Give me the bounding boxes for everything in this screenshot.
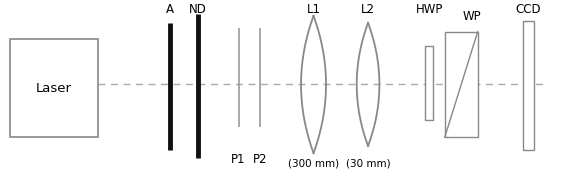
Text: A: A — [166, 3, 174, 16]
Text: L1: L1 — [307, 3, 320, 16]
Bar — [425, 46, 433, 120]
Text: P2: P2 — [253, 153, 268, 166]
Bar — [445, 32, 478, 137]
Bar — [523, 21, 534, 150]
Text: Laser: Laser — [36, 81, 72, 95]
Text: CCD: CCD — [515, 3, 541, 16]
Text: WP: WP — [462, 10, 481, 23]
Text: P1: P1 — [231, 153, 246, 166]
Text: (300 mm): (300 mm) — [288, 159, 339, 169]
Text: L2: L2 — [361, 3, 375, 16]
Text: (30 mm): (30 mm) — [346, 159, 390, 169]
Text: ND: ND — [189, 3, 207, 16]
Bar — [10, 39, 98, 137]
Text: HWP: HWP — [416, 3, 443, 16]
